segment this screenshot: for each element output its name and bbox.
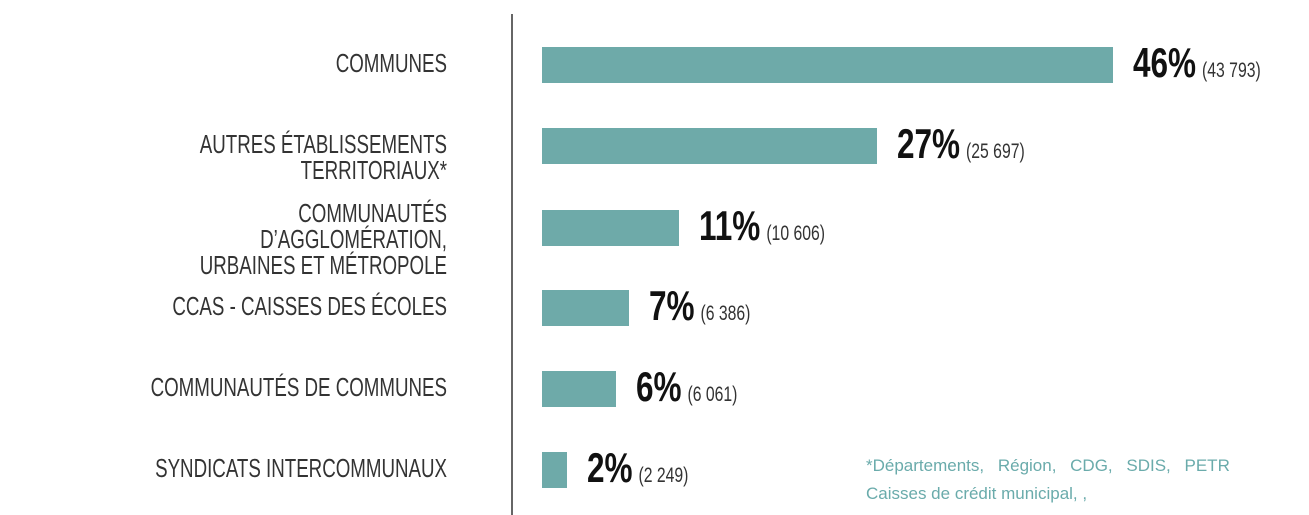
category-label: AUTRES ÉTABLISSEMENTS TERRITORIAUX* (199, 129, 447, 185)
value-label: 2% (586, 444, 633, 491)
bar (542, 290, 629, 326)
value-label-group: 2% (2 249) (587, 444, 688, 492)
count-label: (6 386) (700, 302, 751, 325)
bar (542, 210, 679, 246)
value-label: 46% (1133, 39, 1197, 86)
count-label: (6 061) (687, 383, 738, 406)
value-label-group: 27% (25 697) (897, 120, 1025, 168)
value-label-group: 11% (10 606) (699, 202, 825, 250)
value-label-group: 6% (6 061) (636, 363, 737, 411)
footnote: Caisses de crédit municipal, , (866, 484, 1088, 503)
bar (542, 371, 617, 407)
bar (542, 128, 878, 164)
value-label: 7% (648, 282, 695, 329)
value-label: 11% (698, 202, 760, 249)
category-label: COMMUNES (335, 48, 447, 78)
count-label: (10 606) (765, 222, 825, 245)
value-label: 6% (636, 363, 682, 410)
category-label: CCAS - CAISSES DES ÉCOLES (172, 291, 447, 321)
bar (542, 452, 567, 488)
value-label-group: 7% (6 386) (649, 282, 750, 330)
value-label-group: 46% (43 793) (1133, 39, 1261, 87)
category-label: COMMUNAUTÉS DE COMMUNES (150, 372, 447, 402)
count-label: (2 249) (638, 464, 689, 487)
bar (542, 47, 1113, 83)
footnote: *Départements, Région, CDG, SDIS, PETR (866, 456, 1230, 475)
count-label: (25 697) (966, 140, 1025, 163)
value-label: 27% (897, 120, 961, 167)
category-label: SYNDICATS INTERCOMMUNAUX (155, 453, 448, 483)
count-label: (43 793) (1202, 59, 1261, 82)
axis-line (511, 14, 513, 515)
category-label: COMMUNAUTÉS D’AGGLOMÉRATION, URBAINES ET… (199, 198, 447, 280)
